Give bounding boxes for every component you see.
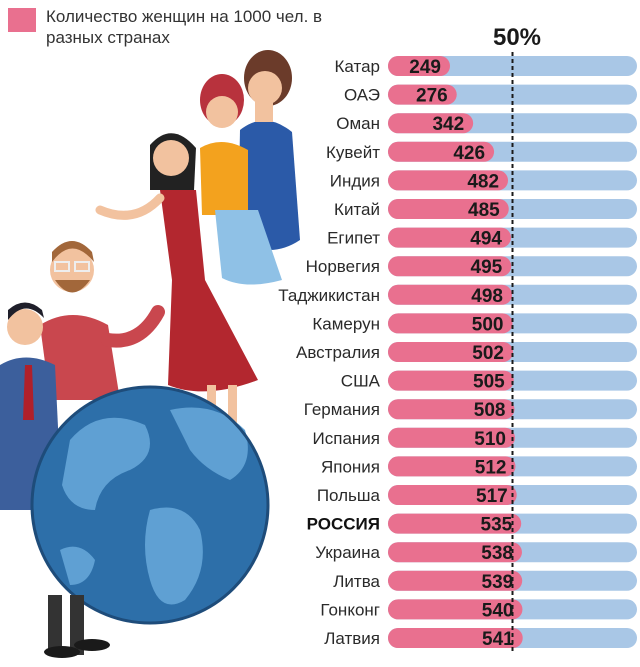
bar-female: [388, 427, 515, 448]
woman-red-dress-figure: [95, 133, 258, 445]
category-label: ОАЭ: [344, 86, 380, 105]
bar-female: [388, 113, 474, 134]
bar-female: [388, 141, 495, 162]
value-label: 540: [482, 600, 514, 621]
category-label: Камерун: [312, 314, 380, 333]
category-label: Кувейт: [326, 143, 380, 162]
value-label: 512: [475, 457, 507, 478]
value-label: 517: [476, 486, 508, 507]
category-label: Украина: [315, 543, 380, 562]
category-label: РОССИЯ: [307, 515, 380, 534]
value-label: 502: [472, 343, 504, 364]
category-label: Индия: [330, 171, 380, 190]
category-label: Польша: [317, 486, 381, 505]
category-label: Австралия: [296, 343, 380, 362]
category-label: США: [341, 372, 381, 391]
bar-female: [388, 313, 513, 334]
value-label: 426: [453, 143, 485, 164]
value-label: 495: [471, 257, 503, 278]
value-label: 535: [481, 515, 513, 536]
value-label: 539: [482, 572, 514, 593]
bar-female: [388, 599, 523, 620]
bar-female: [388, 399, 515, 420]
people-globe-illustration: [0, 50, 300, 658]
value-label: 342: [432, 114, 464, 135]
value-label: 500: [472, 314, 504, 335]
bar-female: [388, 570, 523, 591]
reference-line-label: 50%: [492, 24, 542, 51]
category-label: Латвия: [324, 629, 380, 648]
value-label: 276: [416, 86, 448, 107]
category-label: Германия: [304, 400, 380, 419]
legs-figure: [44, 595, 110, 658]
bar-female: [388, 485, 517, 505]
category-label: Таджикистан: [278, 286, 380, 305]
value-label: 498: [471, 286, 503, 307]
bar-female: [388, 542, 522, 563]
category-label: Гонконг: [320, 600, 380, 619]
bar-female: [388, 342, 513, 362]
bar-female: [388, 513, 522, 534]
value-label: 538: [481, 543, 513, 564]
value-label: 485: [468, 200, 500, 221]
category-label: Испания: [313, 429, 380, 448]
category-label: Литва: [333, 572, 380, 591]
woman-middle-figure: [200, 74, 282, 285]
category-label: Норвегия: [306, 257, 380, 276]
value-label: 541: [482, 629, 514, 650]
category-label: Оман: [336, 114, 380, 133]
bar-female: [388, 84, 457, 105]
bar-female: [388, 628, 523, 648]
bar-female: [388, 370, 514, 391]
bar-female: [388, 284, 513, 305]
bar-female: [388, 199, 509, 219]
category-label: Китай: [334, 200, 380, 219]
category-label: Катар: [335, 57, 381, 76]
globe: [30, 385, 270, 625]
value-label: 482: [467, 171, 499, 192]
bar-female: [388, 56, 451, 76]
value-label: 505: [473, 372, 505, 393]
bar-female: [388, 227, 512, 248]
bar-female: [388, 256, 512, 277]
legend-swatch: [8, 8, 36, 32]
legend-text: Количество женщин на 1000 чел. в разных …: [46, 7, 323, 47]
value-label: 510: [474, 429, 506, 450]
value-label: 249: [409, 57, 441, 78]
value-label: 494: [470, 229, 502, 250]
bar-female: [388, 456, 516, 477]
category-label: Япония: [321, 457, 380, 476]
value-label: 508: [474, 400, 506, 421]
category-label: Египет: [327, 229, 380, 248]
bar-female: [388, 170, 509, 191]
bearded-man-figure: [40, 241, 165, 400]
